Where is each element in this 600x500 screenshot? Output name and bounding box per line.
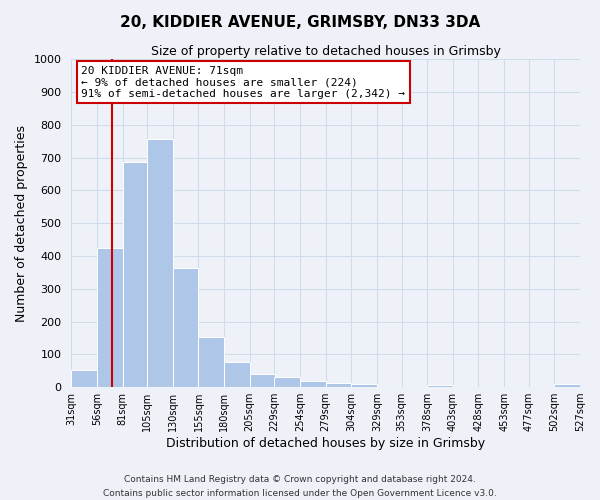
Bar bbox=[554, 384, 580, 387]
Bar bbox=[122, 162, 148, 387]
Text: 20, KIDDIER AVENUE, GRIMSBY, DN33 3DA: 20, KIDDIER AVENUE, GRIMSBY, DN33 3DA bbox=[120, 15, 480, 30]
Bar bbox=[300, 381, 326, 387]
Bar bbox=[199, 337, 224, 387]
X-axis label: Distribution of detached houses by size in Grimsby: Distribution of detached houses by size … bbox=[166, 437, 485, 450]
Bar bbox=[71, 370, 97, 387]
Title: Size of property relative to detached houses in Grimsby: Size of property relative to detached ho… bbox=[151, 45, 500, 58]
Y-axis label: Number of detached properties: Number of detached properties bbox=[15, 124, 28, 322]
Bar bbox=[274, 376, 300, 387]
Bar bbox=[326, 383, 351, 387]
Bar bbox=[97, 248, 122, 387]
Text: 20 KIDDIER AVENUE: 71sqm
← 9% of detached houses are smaller (224)
91% of semi-d: 20 KIDDIER AVENUE: 71sqm ← 9% of detache… bbox=[82, 66, 406, 99]
Bar bbox=[224, 362, 250, 387]
Bar bbox=[147, 139, 173, 387]
Text: Contains HM Land Registry data © Crown copyright and database right 2024.
Contai: Contains HM Land Registry data © Crown c… bbox=[103, 476, 497, 498]
Bar bbox=[250, 374, 275, 387]
Bar bbox=[427, 386, 453, 387]
Bar bbox=[351, 384, 377, 387]
Bar bbox=[173, 268, 199, 387]
